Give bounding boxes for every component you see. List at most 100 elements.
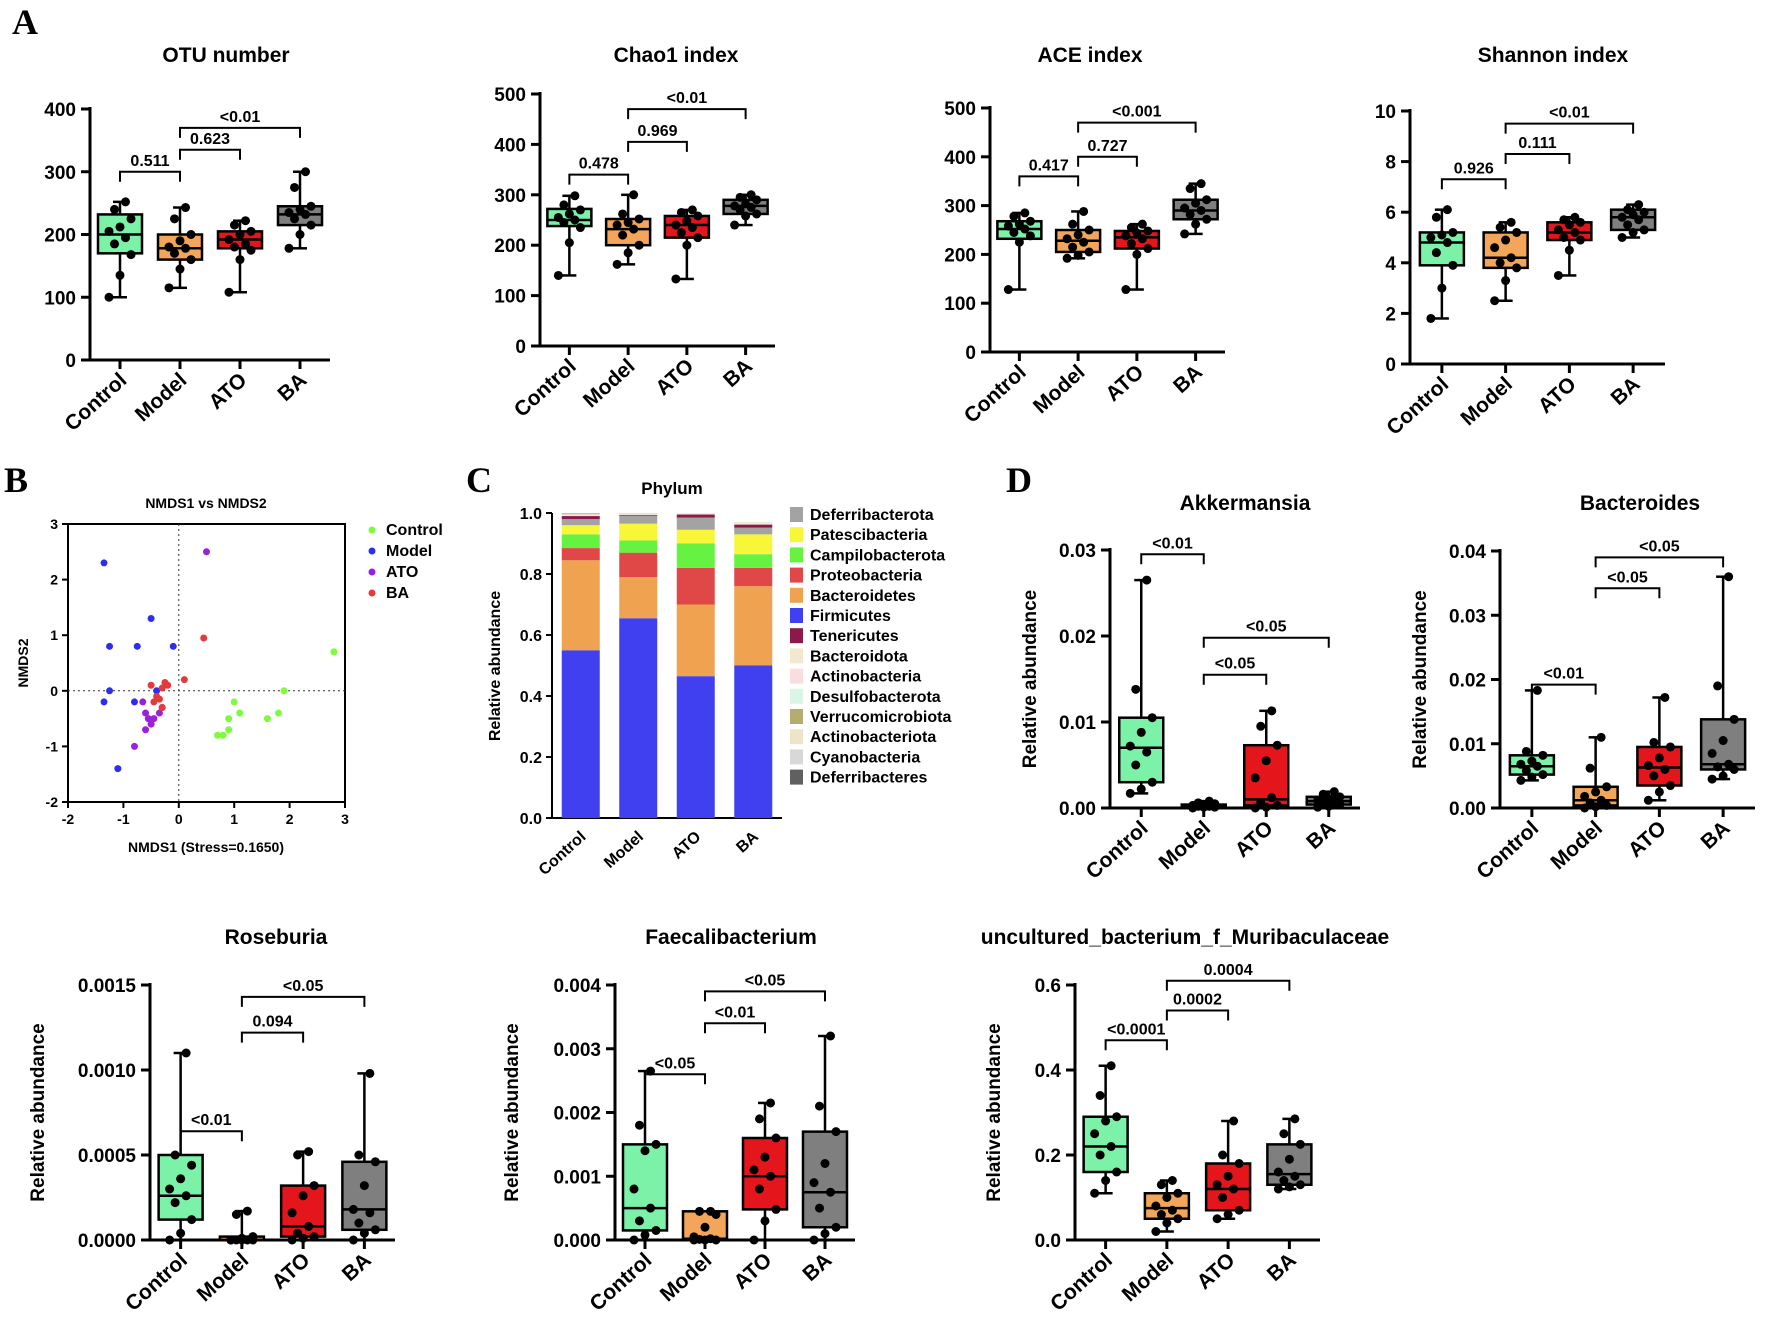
data-point — [155, 709, 163, 717]
x-tick-label: Model — [1029, 361, 1089, 419]
box-model — [1143, 1176, 1191, 1236]
data-point — [224, 235, 234, 245]
y-tick-label: 3 — [50, 516, 58, 532]
bar-stack-ato — [676, 513, 715, 818]
y-tick-label: 0.0 — [520, 811, 542, 828]
data-point — [1665, 742, 1675, 752]
comparison-bracket — [1202, 636, 1330, 648]
data-point — [263, 715, 271, 723]
data-point — [1256, 798, 1266, 808]
data-point — [1596, 732, 1606, 742]
y-tick-label: 0.03 — [1059, 541, 1096, 562]
comparison-bracket — [119, 170, 181, 182]
legend-label: Patescibacteria — [810, 527, 928, 544]
x-tick-label: BA — [733, 828, 762, 856]
data-point — [1234, 1205, 1244, 1215]
data-point — [1495, 222, 1505, 232]
data-point — [553, 270, 563, 280]
data-point — [147, 681, 155, 689]
legend-swatch — [790, 769, 803, 785]
data-point — [1506, 253, 1516, 263]
data-point — [1639, 225, 1649, 235]
bar-segment — [561, 514, 600, 516]
data-point — [671, 274, 681, 284]
data-point — [1218, 1193, 1228, 1202]
legend-swatch — [790, 749, 803, 765]
x-axis-label: NMDS1 (Stress=0.1650) — [128, 839, 284, 855]
x-tick-label: Control — [1382, 373, 1453, 440]
comparison-bracket — [1594, 556, 1725, 568]
box-ato — [1113, 219, 1161, 295]
comparison-label: 0.417 — [1029, 157, 1069, 174]
y-tick-label: 0.8 — [520, 567, 542, 584]
data-point — [306, 201, 316, 211]
data-point — [1126, 239, 1136, 249]
data-point — [1501, 276, 1511, 286]
legend-label: Model — [386, 543, 432, 560]
data-point — [359, 1181, 369, 1191]
data-point — [612, 259, 622, 269]
comparison-label: 0.0002 — [1173, 992, 1222, 1009]
y-tick-label: 0.01 — [1449, 735, 1486, 756]
comparison-label: 0.926 — [1454, 160, 1494, 177]
bar-segment — [619, 540, 658, 553]
legend-marker — [368, 547, 376, 555]
data-point — [640, 1230, 650, 1240]
comparison-label: <0.05 — [655, 1055, 696, 1072]
y-tick-label: 0 — [65, 351, 76, 372]
data-point — [1290, 1114, 1300, 1124]
comparison-label: 0.478 — [579, 156, 619, 173]
data-point — [115, 270, 125, 280]
data-point — [150, 715, 158, 723]
y-tick-label: 400 — [44, 100, 76, 121]
y-tick-label: 100 — [944, 294, 976, 315]
data-point — [236, 709, 244, 717]
data-point — [623, 218, 633, 228]
data-point — [752, 209, 762, 219]
data-point — [651, 1225, 661, 1235]
data-point — [1202, 214, 1212, 224]
comparison-bracket — [644, 1073, 706, 1085]
data-point — [1073, 250, 1083, 260]
bar-segment — [561, 650, 600, 818]
y-tick-label: 0.6 — [1035, 976, 1061, 997]
data-point — [181, 1048, 191, 1058]
data-point — [706, 1234, 715, 1244]
legend-swatch — [790, 709, 803, 724]
x-tick-label: Control — [536, 828, 590, 879]
y-tick-label: 100 — [494, 287, 526, 308]
data-point — [1431, 212, 1441, 222]
data-point — [203, 548, 210, 556]
data-point — [150, 698, 158, 706]
y-axis-label: Relative abundance — [28, 1023, 49, 1201]
x-tick-label: Model — [656, 1249, 716, 1307]
legend-label: Campilobacterota — [810, 547, 945, 564]
chart-title: Roseburia — [225, 926, 328, 949]
box-ba — [801, 1031, 849, 1245]
data-point — [1284, 1182, 1294, 1192]
data-point — [1575, 235, 1585, 245]
legend-label: Verrucomicrobiota — [810, 709, 951, 726]
bar-stack-control — [561, 513, 600, 818]
data-point — [1156, 1180, 1166, 1190]
bar-segment — [619, 516, 658, 524]
data-point — [575, 223, 585, 233]
comparison-label: <0.05 — [283, 978, 324, 995]
bar-segment — [619, 515, 658, 517]
legend-swatch — [790, 507, 803, 522]
data-point — [1272, 800, 1282, 810]
chart-title: Faecalibacterium — [645, 926, 817, 949]
box-ba — [722, 190, 769, 230]
bar-segment — [676, 529, 715, 544]
box-ato — [663, 205, 711, 284]
y-tick-label: 0.0005 — [78, 1146, 137, 1167]
data-point — [144, 715, 152, 723]
data-point — [280, 687, 288, 695]
legend-swatch — [790, 567, 803, 583]
data-point — [1151, 1201, 1161, 1211]
data-point — [100, 698, 108, 706]
y-tick-label: 0.2 — [520, 750, 542, 767]
comparison-label: <0.05 — [745, 972, 786, 989]
data-point — [1527, 756, 1537, 766]
